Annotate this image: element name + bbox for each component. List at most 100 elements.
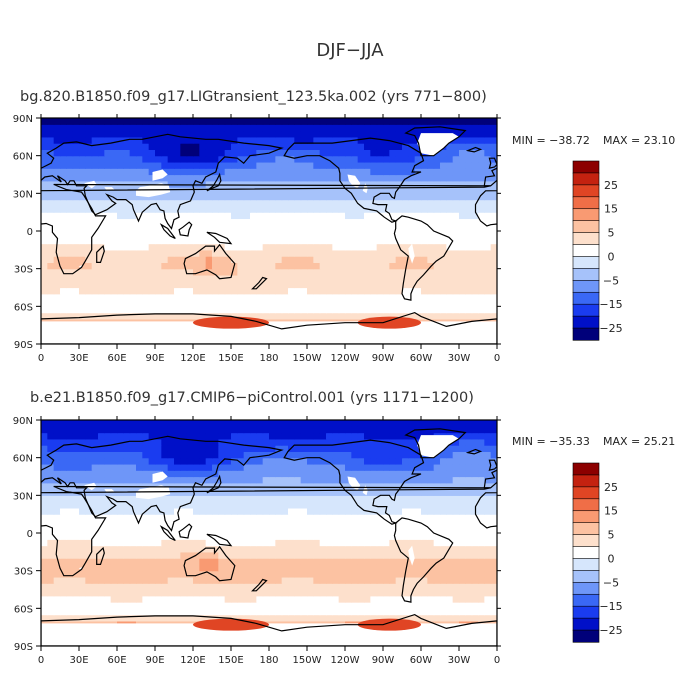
field-cell bbox=[148, 224, 156, 232]
field-cell bbox=[351, 507, 359, 515]
field-cell bbox=[98, 476, 105, 484]
field-cell bbox=[72, 218, 80, 226]
panel-2-min: MIN = −35.33 bbox=[512, 435, 590, 448]
field-cell bbox=[433, 187, 441, 194]
field-cell bbox=[85, 161, 93, 169]
field-cell bbox=[313, 595, 321, 603]
field-cell bbox=[440, 287, 447, 295]
field-cell bbox=[174, 457, 181, 465]
field-cell bbox=[167, 482, 175, 490]
field-cell bbox=[408, 507, 416, 515]
field-cell bbox=[174, 300, 181, 307]
field-cell bbox=[237, 231, 245, 238]
field-cell bbox=[53, 136, 61, 144]
field-cell bbox=[123, 243, 131, 251]
field-cell bbox=[199, 293, 207, 301]
field-cell bbox=[478, 174, 485, 182]
field-cell bbox=[174, 539, 181, 547]
field-cell bbox=[60, 281, 67, 289]
field-cell bbox=[471, 583, 479, 591]
field-cell bbox=[186, 155, 194, 163]
field-cell bbox=[237, 507, 245, 515]
field-cell bbox=[446, 287, 454, 295]
field-cell bbox=[243, 199, 251, 207]
field-cell bbox=[237, 174, 245, 182]
x-tick-label: 60W bbox=[410, 353, 433, 364]
field-cell bbox=[117, 576, 124, 584]
field-cell bbox=[250, 551, 257, 559]
field-cell bbox=[490, 249, 497, 257]
field-cell bbox=[180, 570, 188, 578]
field-cell bbox=[332, 155, 340, 163]
field-cell bbox=[294, 180, 302, 188]
field-cell bbox=[72, 256, 80, 263]
field-cell bbox=[408, 174, 416, 182]
field-cell bbox=[294, 124, 302, 132]
field-cell bbox=[231, 526, 238, 534]
field-cell bbox=[313, 539, 321, 547]
field-cell bbox=[446, 507, 454, 515]
field-cell bbox=[288, 451, 295, 459]
field-cell bbox=[465, 187, 473, 194]
field-cell bbox=[414, 212, 422, 220]
field-cell bbox=[186, 570, 194, 578]
field-cell bbox=[231, 281, 238, 289]
field-cell bbox=[250, 300, 257, 307]
field-cell bbox=[338, 287, 346, 295]
field-cell bbox=[421, 463, 428, 471]
field-cell bbox=[269, 306, 276, 314]
field-cell bbox=[41, 514, 48, 522]
field-cell bbox=[199, 545, 207, 553]
field-cell bbox=[452, 161, 460, 169]
field-cell bbox=[231, 551, 238, 559]
field-cell bbox=[136, 602, 143, 609]
field-cell bbox=[85, 570, 93, 578]
field-cell bbox=[471, 608, 479, 616]
field-cell bbox=[250, 526, 257, 534]
field-cell bbox=[237, 136, 245, 144]
field-cell bbox=[136, 281, 143, 289]
field-cell bbox=[91, 224, 99, 232]
field-cell bbox=[243, 143, 251, 150]
field-cell bbox=[212, 312, 219, 320]
field-cell bbox=[155, 545, 162, 553]
field-cell bbox=[402, 520, 409, 528]
field-cell bbox=[459, 118, 466, 125]
field-cell bbox=[332, 243, 340, 251]
field-cell bbox=[402, 482, 409, 490]
field-cell bbox=[180, 558, 188, 565]
field-cell bbox=[237, 489, 245, 496]
field-cell bbox=[478, 583, 485, 591]
field-cell bbox=[459, 293, 466, 301]
field-cell bbox=[408, 583, 416, 591]
field-cell bbox=[326, 514, 333, 522]
field-cell bbox=[275, 143, 283, 150]
field-cell bbox=[256, 595, 264, 603]
field-cell bbox=[193, 533, 200, 540]
field-cell bbox=[452, 281, 460, 289]
field-cell bbox=[117, 495, 124, 503]
field-cell bbox=[53, 570, 61, 578]
field-cell bbox=[478, 180, 485, 188]
field-cell bbox=[167, 256, 175, 263]
field-cell bbox=[395, 293, 403, 301]
field-cell bbox=[383, 281, 390, 289]
field-cell bbox=[269, 476, 276, 484]
field-cell bbox=[212, 558, 219, 565]
field-cell bbox=[313, 124, 321, 132]
field-cell bbox=[300, 118, 308, 125]
field-cell bbox=[294, 533, 302, 540]
field-cell bbox=[288, 576, 295, 584]
field-cell bbox=[91, 256, 99, 263]
field-cell bbox=[205, 558, 213, 565]
field-cell bbox=[91, 576, 99, 584]
field-cell bbox=[224, 470, 232, 478]
field-cell bbox=[402, 130, 409, 138]
field-cell bbox=[262, 451, 270, 459]
field-cell bbox=[484, 312, 492, 320]
field-cell bbox=[370, 507, 378, 515]
field-cell bbox=[433, 281, 441, 289]
field-cell bbox=[72, 445, 80, 452]
field-cell bbox=[117, 300, 124, 307]
field-cell bbox=[370, 608, 378, 616]
